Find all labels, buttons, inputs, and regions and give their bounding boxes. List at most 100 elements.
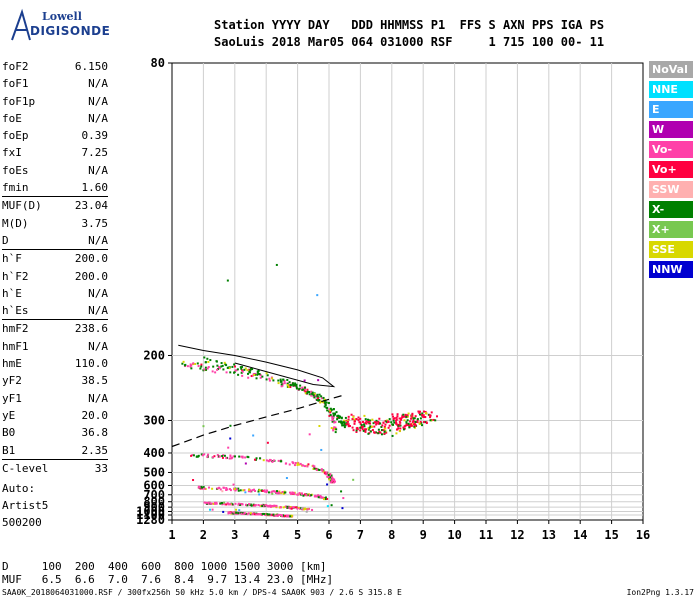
echo-point <box>202 486 205 489</box>
echo-point <box>410 417 413 420</box>
echo-point <box>369 425 372 428</box>
echo-point <box>186 365 189 368</box>
echo-point <box>315 495 318 498</box>
echo-point <box>424 411 427 414</box>
echo-point <box>291 382 294 385</box>
echo-point <box>359 417 362 420</box>
echo-point <box>240 455 243 458</box>
echo-point <box>366 421 369 424</box>
echo-point <box>304 392 307 395</box>
y-tick-label: 1100 <box>136 508 165 522</box>
echo-point <box>259 376 262 379</box>
echo-point <box>208 486 211 489</box>
echo-point <box>268 458 271 461</box>
param-name: h`F2 <box>2 269 29 283</box>
x-tick-label: 2 <box>200 528 207 542</box>
echo-point <box>313 467 316 470</box>
echo-point <box>182 360 185 363</box>
echo-point <box>206 367 209 370</box>
echo-point <box>317 468 320 471</box>
legend-item: NNE <box>649 81 693 98</box>
y-tick-label: 300 <box>143 413 165 427</box>
echo-point <box>209 508 212 511</box>
echo-point <box>233 488 236 491</box>
echo-point <box>277 459 280 462</box>
echo-point <box>329 414 332 417</box>
echo-point <box>200 365 203 368</box>
echo-point <box>211 456 214 459</box>
echo-point <box>229 371 232 374</box>
echo-point <box>237 502 240 505</box>
echo-point <box>215 360 218 363</box>
echo-point <box>229 512 232 515</box>
echo-point <box>385 431 388 434</box>
echo-point <box>292 384 295 387</box>
echo-point <box>360 424 363 427</box>
echo-point <box>205 368 208 371</box>
echo-point <box>309 494 312 497</box>
param-name: M(D) <box>2 216 29 230</box>
echo-point <box>190 454 193 457</box>
echo-point <box>221 490 224 493</box>
echo-point <box>419 420 422 423</box>
echo-point <box>316 393 319 396</box>
echo-point <box>313 393 316 396</box>
echo-point <box>235 369 238 372</box>
echo-point <box>361 425 364 428</box>
echo-point <box>299 462 302 465</box>
echo-point <box>326 505 329 508</box>
echo-point <box>291 506 294 509</box>
echo-point <box>306 388 309 391</box>
echo-point <box>184 363 187 366</box>
echo-point <box>335 428 338 431</box>
echo-point <box>367 427 370 430</box>
echo-point <box>259 513 262 516</box>
x-tick-label: 3 <box>231 528 238 542</box>
echo-point <box>302 464 305 467</box>
echo-point <box>320 395 323 398</box>
echo-point <box>380 425 383 428</box>
echo-point <box>240 367 243 370</box>
echo-point <box>355 427 358 430</box>
echo-point <box>405 415 408 418</box>
muf-frequency-row: MUF 6.5 6.6 7.0 7.6 8.4 9.7 13.4 23.0 [M… <box>2 573 334 586</box>
echo-point <box>212 365 215 368</box>
echo-point <box>381 424 384 427</box>
param-value: 20.0 <box>81 408 109 422</box>
echo-point <box>247 490 250 493</box>
echo-point <box>305 510 308 513</box>
echo-point <box>317 496 320 499</box>
param-row: MUF(D) 23.04 <box>2 196 108 214</box>
echo-point <box>393 417 396 420</box>
echo-point <box>408 424 411 427</box>
echo-point <box>289 386 292 389</box>
echo-point <box>257 504 260 507</box>
echo-point <box>325 406 328 409</box>
echo-point <box>321 401 324 404</box>
echo-point <box>316 294 319 297</box>
x-tick-label: 10 <box>447 528 461 542</box>
echo-point <box>248 371 251 374</box>
echo-point <box>326 483 329 486</box>
echo-point <box>229 437 232 440</box>
echo-point <box>195 455 198 458</box>
echo-point <box>282 378 285 381</box>
echo-point <box>228 457 231 460</box>
echo-point <box>224 363 227 366</box>
echo-point <box>398 423 401 426</box>
echo-point <box>283 491 286 494</box>
echo-point <box>232 512 235 515</box>
echo-point <box>293 464 296 467</box>
echo-point <box>259 504 262 507</box>
echo-point <box>383 432 386 435</box>
param-value: N/A <box>88 233 108 247</box>
echo-point <box>409 420 412 423</box>
echo-point <box>257 490 260 493</box>
echo-point <box>292 506 295 509</box>
echo-point <box>371 429 374 432</box>
echo-point <box>331 417 334 420</box>
echo-point <box>257 513 260 516</box>
echo-point <box>261 375 264 378</box>
param-value: 6.150 <box>74 60 108 73</box>
autoscaling-info: Auto: Artist5 500200 <box>2 480 48 531</box>
